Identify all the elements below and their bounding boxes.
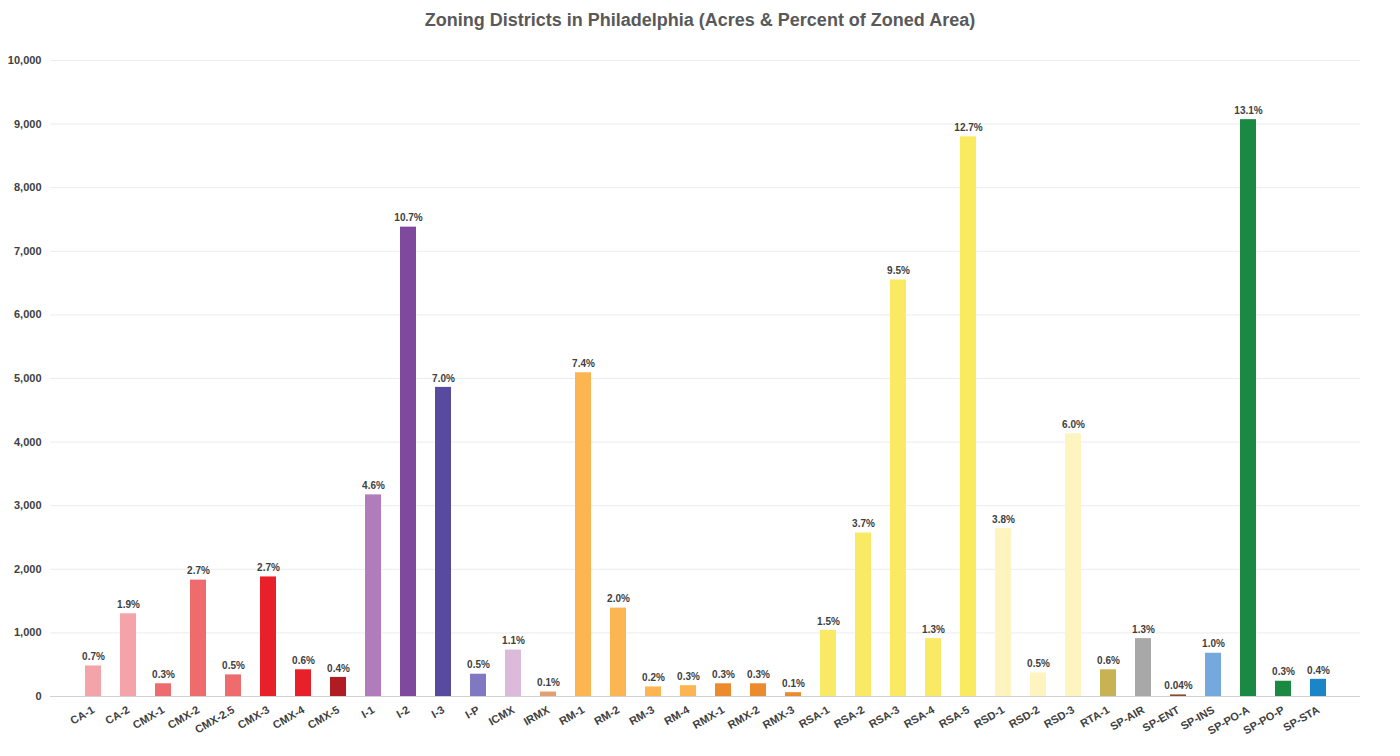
svg-text:8,000: 8,000	[14, 181, 42, 193]
svg-text:0.4%: 0.4%	[327, 663, 350, 674]
svg-text:0.7%: 0.7%	[82, 651, 105, 662]
svg-text:1.9%: 1.9%	[117, 599, 140, 610]
svg-text:SP-AIR: SP-AIR	[1108, 703, 1146, 732]
svg-text:7.4%: 7.4%	[572, 358, 595, 369]
svg-text:0.1%: 0.1%	[782, 678, 805, 689]
svg-text:1.5%: 1.5%	[817, 616, 840, 627]
svg-text:I-2: I-2	[394, 703, 411, 720]
svg-text:5,000: 5,000	[14, 372, 42, 384]
svg-text:RM-1: RM-1	[557, 703, 586, 727]
svg-text:RSA-2: RSA-2	[832, 703, 867, 730]
svg-text:IRMX: IRMX	[521, 703, 551, 727]
html-text:Zoning Districts in Philadelph: Zoning Districts in Philadelphia (Acres …	[424, 10, 976, 30]
svg-text:2.7%: 2.7%	[187, 565, 210, 576]
svg-text:RMX-3: RMX-3	[761, 703, 797, 731]
svg-text:10,000: 10,000	[8, 54, 42, 66]
svg-text:RSA-3: RSA-3	[867, 703, 902, 730]
svg-text:CMX-3: CMX-3	[236, 703, 272, 731]
svg-text:2.0%: 2.0%	[607, 593, 630, 604]
svg-text:SP-STA: SP-STA	[1281, 703, 1321, 733]
svg-text:0.3%: 0.3%	[1272, 666, 1295, 677]
svg-text:SP-ENT: SP-ENT	[1140, 703, 1181, 734]
svg-text:1.0%: 1.0%	[1202, 638, 1225, 649]
svg-text:CMX-4: CMX-4	[271, 703, 307, 731]
svg-text:CA-1: CA-1	[68, 703, 96, 726]
svg-text:0.04%: 0.04%	[1164, 680, 1192, 691]
svg-text:RSA-5: RSA-5	[937, 703, 972, 730]
svg-text:1.1%: 1.1%	[502, 635, 525, 646]
svg-text:1,000: 1,000	[14, 626, 42, 638]
svg-text:I-1: I-1	[359, 703, 376, 720]
svg-text:CMX-5: CMX-5	[306, 703, 342, 731]
svg-text:0.3%: 0.3%	[747, 669, 770, 680]
svg-text:RM-2: RM-2	[592, 703, 621, 727]
svg-text:0.3%: 0.3%	[712, 669, 735, 680]
svg-text:1.3%: 1.3%	[1132, 624, 1155, 635]
svg-text:RSA-1: RSA-1	[797, 703, 832, 730]
svg-text:RM-4: RM-4	[662, 703, 692, 727]
svg-text:13.1%: 13.1%	[1234, 105, 1262, 116]
svg-text:6.0%: 6.0%	[1062, 419, 1085, 430]
svg-text:7.0%: 7.0%	[432, 373, 455, 384]
svg-text:4,000: 4,000	[14, 436, 42, 448]
svg-text:I-3: I-3	[429, 703, 446, 720]
svg-text:0.5%: 0.5%	[467, 659, 490, 670]
svg-text:CA-2: CA-2	[103, 703, 131, 726]
svg-text:RTA-1: RTA-1	[1078, 703, 1111, 729]
svg-text:9.5%: 9.5%	[887, 265, 910, 276]
svg-text:10.7%: 10.7%	[394, 212, 422, 223]
svg-text:0.4%: 0.4%	[1307, 665, 1330, 676]
svg-text:0.6%: 0.6%	[1097, 655, 1120, 666]
svg-text:3,000: 3,000	[14, 499, 42, 511]
svg-text:CMX-2: CMX-2	[165, 703, 202, 731]
svg-text:ICMX: ICMX	[486, 703, 516, 727]
svg-text:2.7%: 2.7%	[257, 562, 280, 573]
svg-text:SP-PO-A: SP-PO-A	[1205, 703, 1252, 737]
svg-text:RMX-1: RMX-1	[691, 703, 727, 731]
svg-text:0.3%: 0.3%	[152, 669, 175, 680]
svg-text:0.5%: 0.5%	[222, 660, 245, 671]
svg-text:0.5%: 0.5%	[1027, 658, 1050, 669]
svg-text:I-P: I-P	[463, 703, 481, 720]
svg-text:CMX-2.5: CMX-2.5	[193, 703, 237, 735]
svg-text:RMX-2: RMX-2	[726, 703, 762, 731]
svg-text:3.8%: 3.8%	[992, 514, 1015, 525]
svg-text:6,000: 6,000	[14, 308, 42, 320]
svg-text:7,000: 7,000	[14, 245, 42, 257]
svg-text:SP-PO-P: SP-PO-P	[1241, 703, 1286, 736]
svg-text:0.1%: 0.1%	[537, 677, 560, 688]
svg-text:RSD-2: RSD-2	[1007, 703, 1042, 730]
svg-text:4.6%: 4.6%	[362, 480, 385, 491]
svg-text:0: 0	[35, 690, 41, 702]
svg-text:RSD-3: RSD-3	[1042, 703, 1077, 730]
svg-text:CMX-1: CMX-1	[131, 703, 167, 731]
svg-text:RSD-1: RSD-1	[972, 703, 1007, 730]
svg-text:0.6%: 0.6%	[292, 655, 315, 666]
svg-text:RM-3: RM-3	[627, 703, 656, 727]
svg-text:3.7%: 3.7%	[852, 518, 875, 529]
svg-text:0.2%: 0.2%	[642, 672, 665, 683]
svg-text:RSA-4: RSA-4	[902, 703, 937, 730]
svg-text:9,000: 9,000	[14, 118, 42, 130]
svg-text:SP-INS: SP-INS	[1178, 703, 1217, 733]
svg-text:0.3%: 0.3%	[677, 671, 700, 682]
svg-text:1.3%: 1.3%	[922, 624, 945, 635]
svg-text:12.7%: 12.7%	[954, 122, 982, 133]
svg-text:2,000: 2,000	[14, 563, 42, 575]
